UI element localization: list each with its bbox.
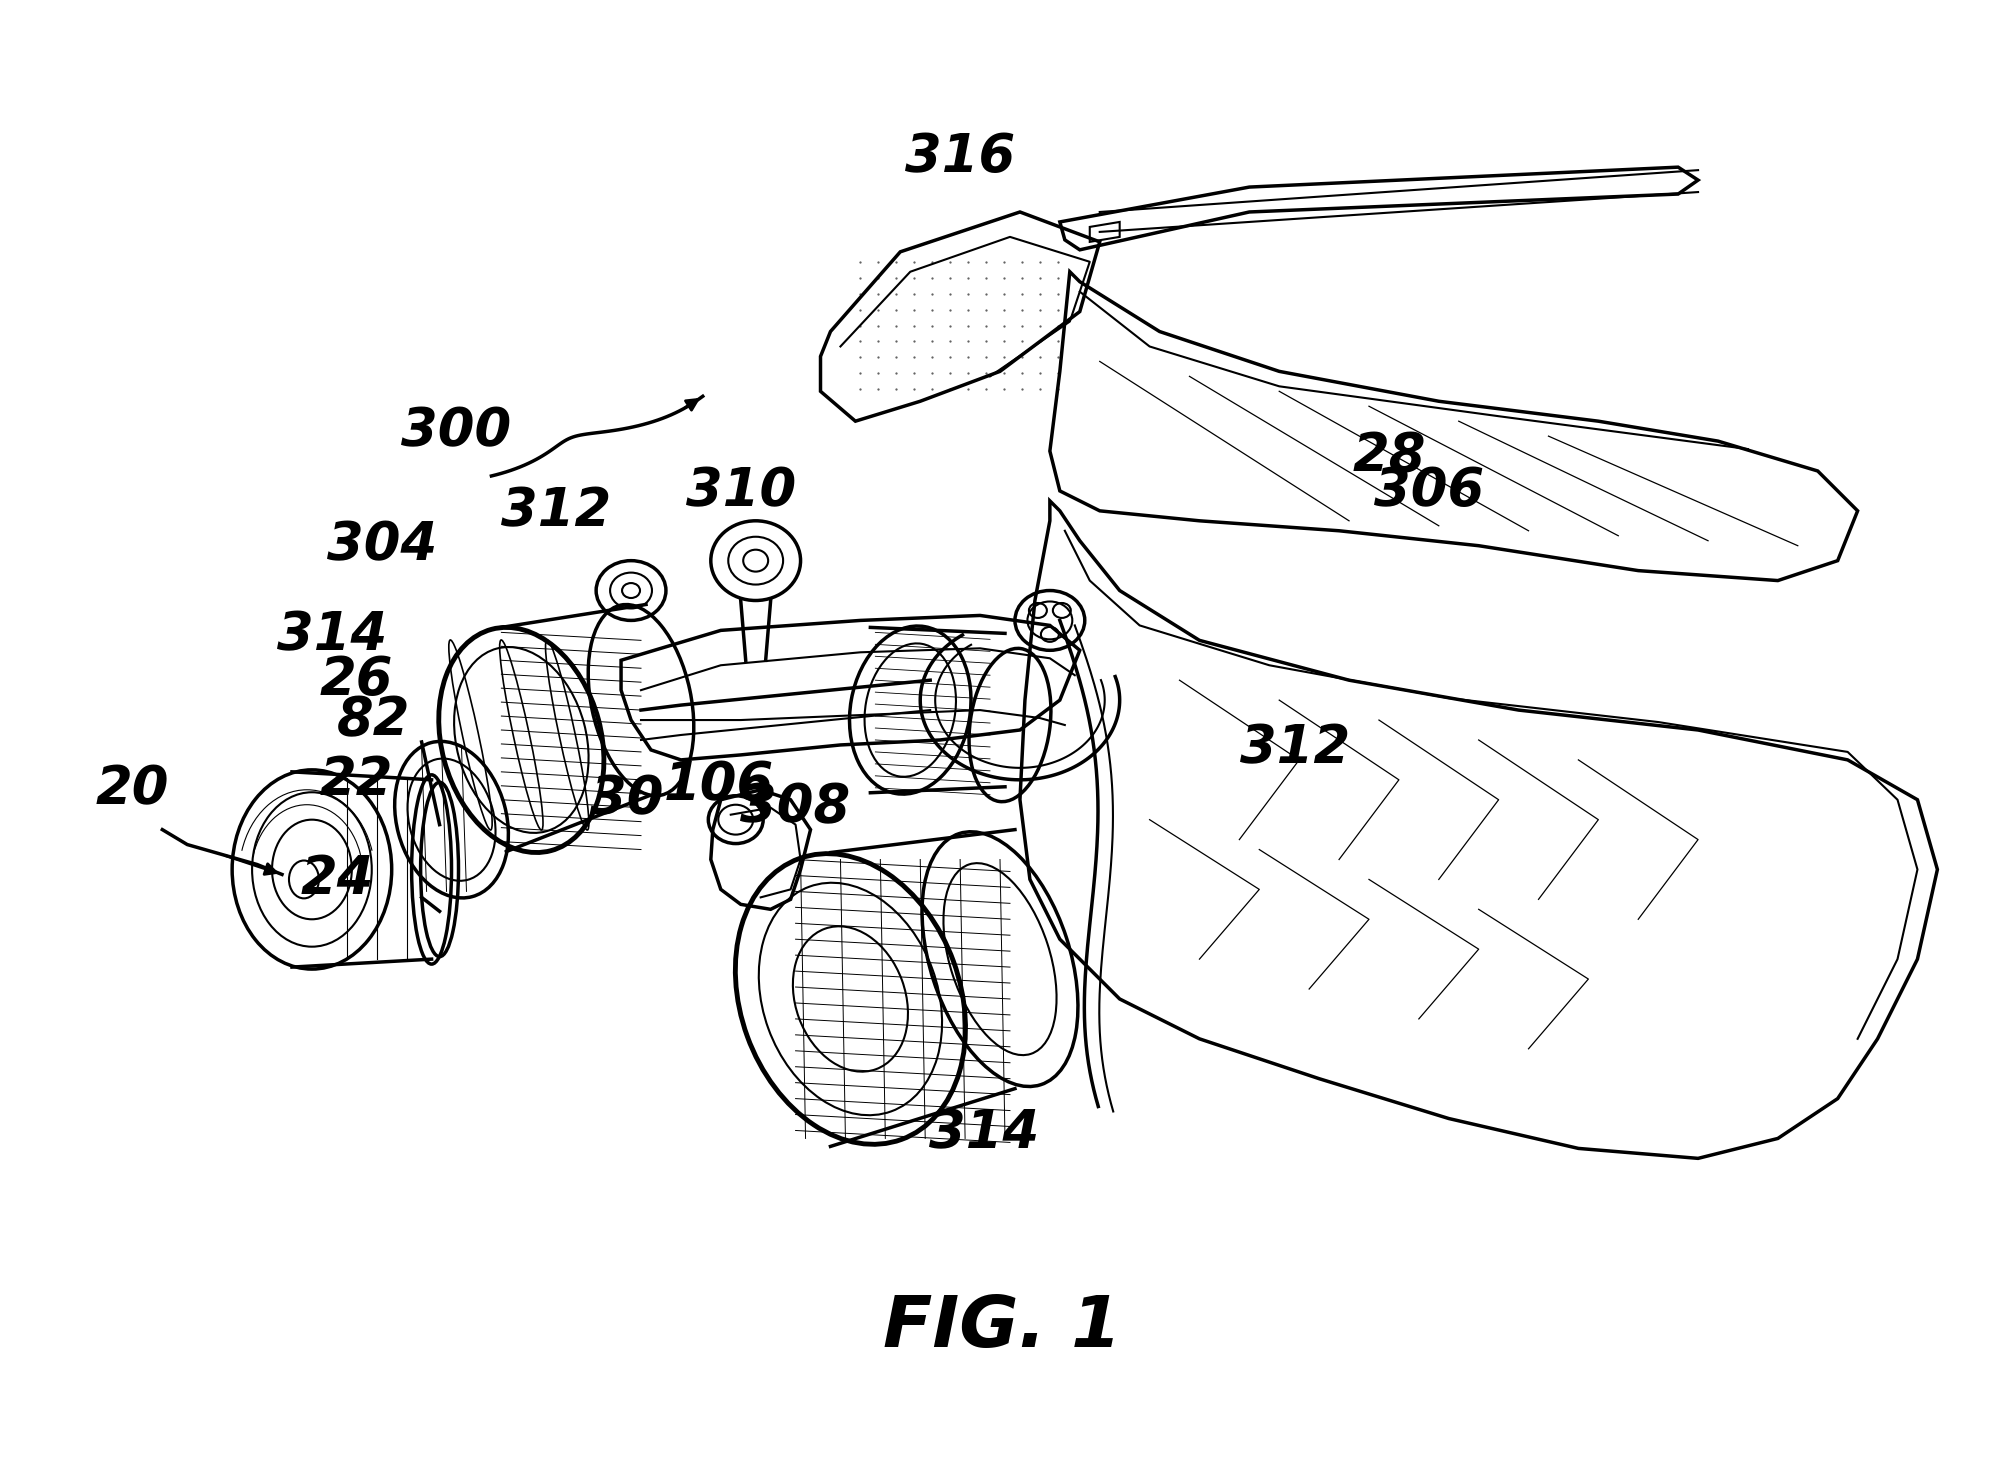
Text: 300: 300 [401,405,511,458]
Text: 312: 312 [501,485,612,537]
Text: 308: 308 [740,782,850,833]
Text: 20: 20 [96,763,168,816]
Text: 310: 310 [686,465,796,518]
Text: 106: 106 [664,759,774,811]
Text: 22: 22 [321,754,393,806]
Text: 316: 316 [904,132,1015,183]
Text: 304: 304 [327,519,437,572]
Text: FIG. 1: FIG. 1 [882,1294,1121,1363]
Text: 28: 28 [1351,430,1426,482]
Text: 314: 314 [928,1107,1039,1159]
Text: 26: 26 [321,654,393,706]
Text: 306: 306 [1373,465,1484,518]
Text: 30: 30 [589,773,664,826]
Text: 314: 314 [277,610,387,661]
Text: 82: 82 [337,694,411,746]
Text: 312: 312 [1239,722,1349,773]
Text: 24: 24 [301,854,373,905]
